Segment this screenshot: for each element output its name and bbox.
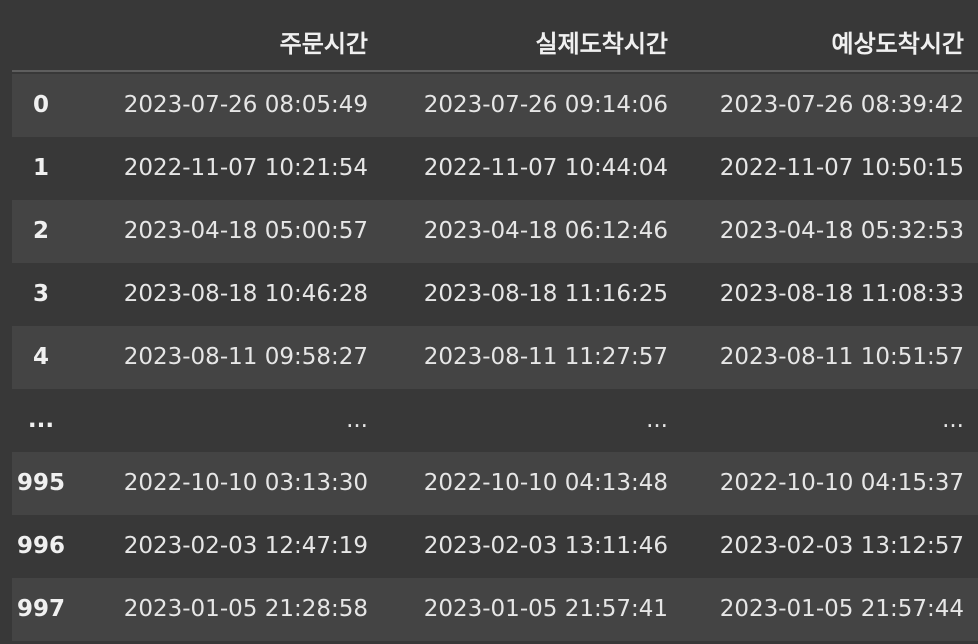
expected-arrival-cell: 2023-02-03 13:12:57 [719, 533, 964, 559]
table-row: 997 2023-01-05 21:28:58 2023-01-05 21:57… [12, 578, 978, 641]
expected-arrival-cell: 2023-08-18 11:08:33 [719, 281, 964, 307]
table-row-ellipsis: ... ... ... ... [12, 389, 978, 452]
row-index: ... [27, 407, 55, 433]
expected-arrival-cell: 2023-08-11 10:51:57 [719, 344, 964, 370]
actual-arrival-cell: 2023-02-03 13:11:46 [423, 533, 668, 559]
row-index: 995 [16, 470, 65, 496]
actual-arrival-cell: 2022-10-10 04:13:48 [423, 470, 668, 496]
column-header-order-time: 주문시간 [279, 30, 368, 58]
row-index: 2 [32, 218, 49, 244]
table-body: 0 2023-07-26 08:05:49 2023-07-26 09:14:0… [12, 74, 978, 641]
expected-arrival-cell: 2022-11-07 10:50:15 [719, 155, 964, 181]
table-header: 주문시간 실제도착시간 예상도착시간 [12, 0, 978, 72]
table-row: 996 2023-02-03 12:47:19 2023-02-03 13:11… [12, 515, 978, 578]
order-time-cell: 2022-11-07 10:21:54 [123, 155, 368, 181]
column-header-actual-arrival: 실제도착시간 [535, 30, 668, 58]
table-row: 1 2022-11-07 10:21:54 2022-11-07 10:44:0… [12, 137, 978, 200]
row-index: 996 [16, 533, 65, 559]
column-header-expected-arrival: 예상도착시간 [831, 30, 964, 58]
order-time-cell: 2023-01-05 21:28:58 [123, 596, 368, 622]
actual-arrival-cell: 2023-04-18 06:12:46 [423, 218, 668, 244]
actual-arrival-cell: 2023-08-11 11:27:57 [423, 344, 668, 370]
table-row: 4 2023-08-11 09:58:27 2023-08-11 11:27:5… [12, 326, 978, 389]
expected-arrival-cell: 2022-10-10 04:15:37 [719, 470, 964, 496]
row-index: 997 [16, 596, 65, 622]
expected-arrival-cell: 2023-01-05 21:57:44 [719, 596, 964, 622]
table-row: 0 2023-07-26 08:05:49 2023-07-26 09:14:0… [12, 74, 978, 137]
expected-arrival-cell: ... [942, 407, 964, 433]
table-row: 2 2023-04-18 05:00:57 2023-04-18 06:12:4… [12, 200, 978, 263]
order-time-cell: 2023-07-26 08:05:49 [123, 92, 368, 118]
expected-arrival-cell: 2023-07-26 08:39:42 [719, 92, 964, 118]
order-time-cell: 2023-02-03 12:47:19 [123, 533, 368, 559]
order-time-cell: 2023-08-18 10:46:28 [123, 281, 368, 307]
actual-arrival-cell: ... [646, 407, 668, 433]
table-row: 995 2022-10-10 03:13:30 2022-10-10 04:13… [12, 452, 978, 515]
actual-arrival-cell: 2022-11-07 10:44:04 [423, 155, 668, 181]
row-index: 3 [32, 281, 49, 307]
order-time-cell: 2023-04-18 05:00:57 [123, 218, 368, 244]
actual-arrival-cell: 2023-01-05 21:57:41 [423, 596, 668, 622]
actual-arrival-cell: 2023-07-26 09:14:06 [423, 92, 668, 118]
row-index: 4 [32, 344, 49, 370]
expected-arrival-cell: 2023-04-18 05:32:53 [719, 218, 964, 244]
row-index: 1 [32, 155, 49, 181]
order-time-cell: 2022-10-10 03:13:30 [123, 470, 368, 496]
actual-arrival-cell: 2023-08-18 11:16:25 [423, 281, 668, 307]
order-time-cell: 2023-08-11 09:58:27 [123, 344, 368, 370]
order-time-cell: ... [346, 407, 368, 433]
row-index: 0 [32, 92, 49, 118]
table-row: 3 2023-08-18 10:46:28 2023-08-18 11:16:2… [12, 263, 978, 326]
